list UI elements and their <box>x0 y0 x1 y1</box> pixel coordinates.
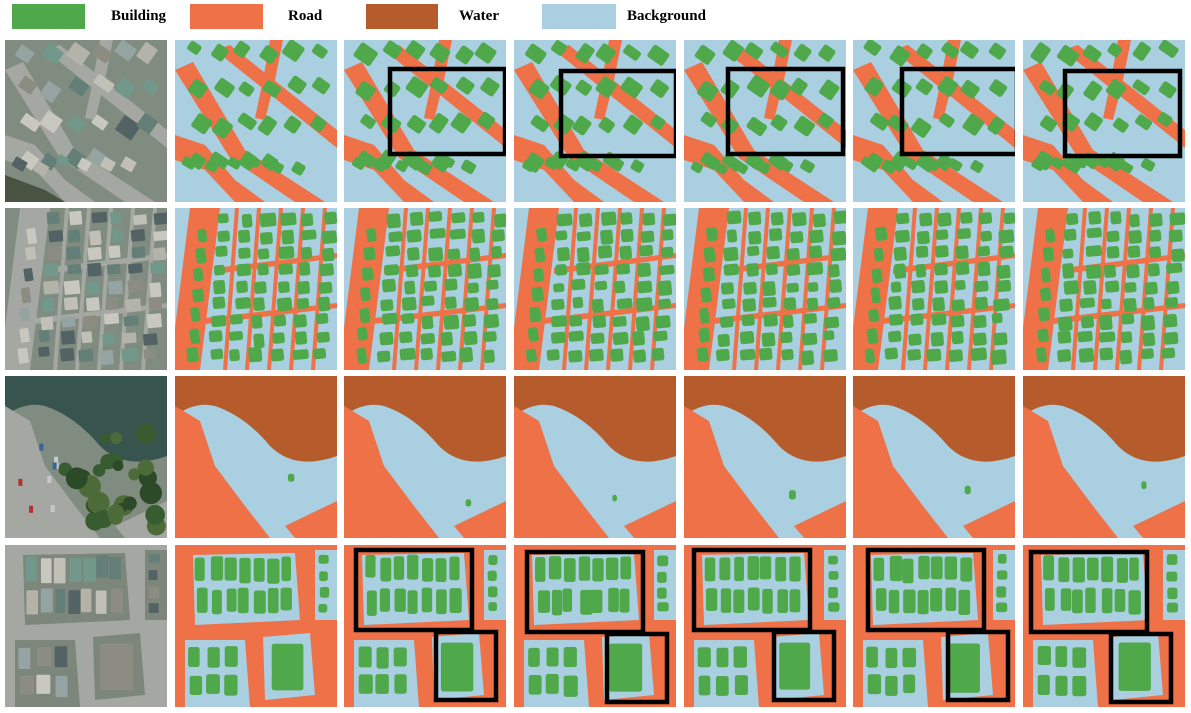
segmentation-map-r4-c7 <box>1023 545 1185 707</box>
highlight-box <box>433 629 499 703</box>
segmentation-map-r2-c4 <box>514 208 676 370</box>
legend-label-building: Building <box>111 8 167 24</box>
segmentation-map-r4-c3 <box>344 545 506 707</box>
legend-label-water: Water <box>459 8 499 24</box>
legend: Building Road Water Background <box>0 0 1191 34</box>
segmentation-map-r1-c3 <box>344 40 506 202</box>
segmentation-map-r3-c3 <box>344 376 506 538</box>
highlight-box <box>899 66 1015 157</box>
segmentation-map-r2-c5 <box>684 208 846 370</box>
legend-label-background: Background <box>627 8 706 24</box>
segmentation-map-r4-c5 <box>684 545 846 707</box>
aerial-photo-r1-c1 <box>5 40 167 202</box>
segmentation-map-r3-c6 <box>853 376 1015 538</box>
segmentation-map-r2-c6 <box>853 208 1015 370</box>
legend-swatch-water <box>366 4 438 29</box>
segmentation-map-r1-c7 <box>1023 40 1185 202</box>
segmentation-map-r3-c2 <box>175 376 337 538</box>
segmentation-map-r3-c4 <box>514 376 676 538</box>
segmentation-map-r4-c4 <box>514 545 676 707</box>
segmentation-map-r1-c4 <box>514 40 676 202</box>
highlight-box <box>524 549 646 635</box>
legend-swatch-building <box>12 4 85 29</box>
aerial-photo-r3-c1 <box>5 376 167 538</box>
highlight-box <box>604 631 670 705</box>
segmentation-map-r1-c5 <box>684 40 846 202</box>
aerial-photo-r4-c1 <box>5 545 167 707</box>
highlight-box <box>387 66 506 157</box>
highlight-box <box>725 66 846 157</box>
segmentation-map-r2-c7 <box>1023 208 1185 370</box>
segmentation-map-r1-c2 <box>175 40 337 202</box>
highlight-box <box>865 547 987 633</box>
segmentation-map-r3-c7 <box>1023 376 1185 538</box>
segmentation-map-r4-c2 <box>175 545 337 707</box>
highlight-box <box>558 68 676 159</box>
highlight-box <box>945 629 1011 703</box>
segmentation-map-r4-c6 <box>853 545 1015 707</box>
segmentation-map-r2-c2 <box>175 208 337 370</box>
highlight-box <box>1062 68 1183 159</box>
highlight-box <box>353 547 475 633</box>
legend-label-road: Road <box>288 8 323 24</box>
highlight-box <box>1108 631 1174 705</box>
segmentation-map-r2-c3 <box>344 208 506 370</box>
segmentation-map-r3-c5 <box>684 376 846 538</box>
legend-swatch-background <box>542 4 616 29</box>
highlight-box <box>1028 549 1150 635</box>
legend-swatch-road <box>190 4 263 29</box>
aerial-photo-r2-c1 <box>5 208 167 370</box>
highlight-box <box>691 547 813 633</box>
segmentation-map-r1-c6 <box>853 40 1015 202</box>
highlight-box <box>771 629 837 703</box>
